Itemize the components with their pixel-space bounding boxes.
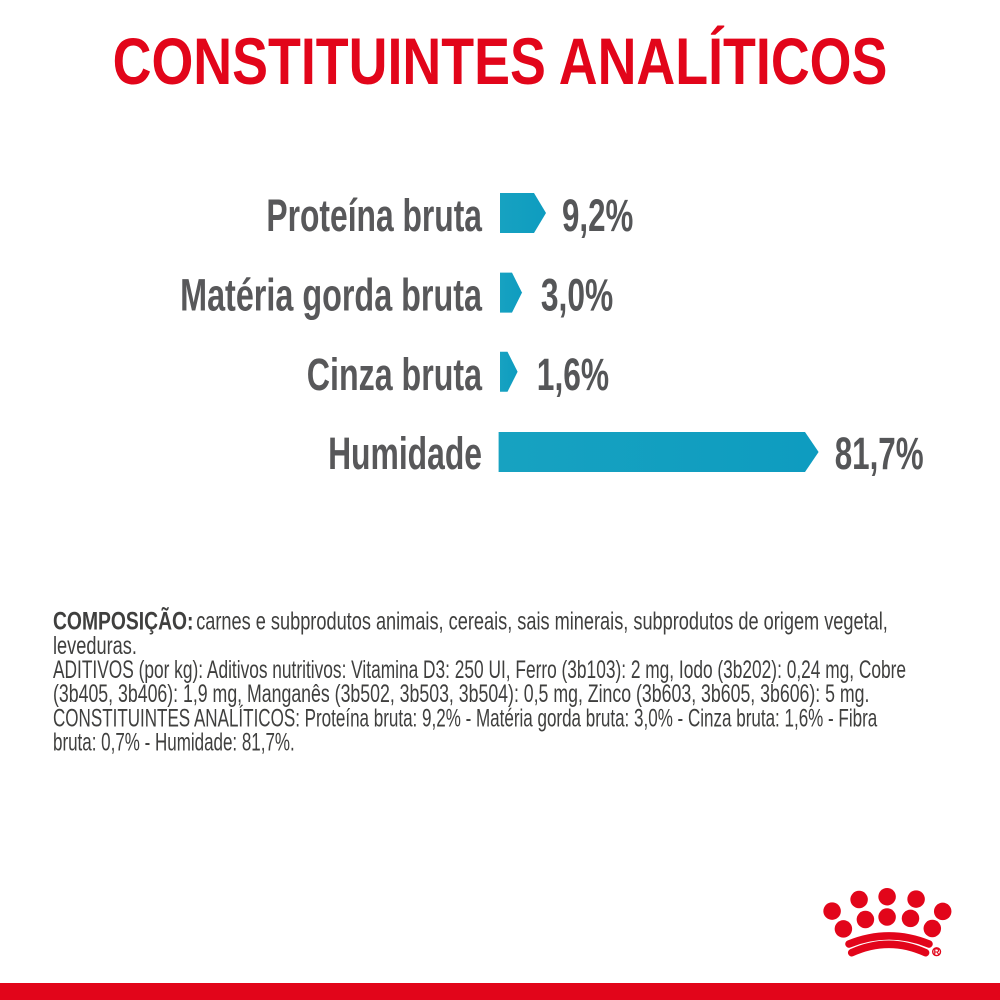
svg-text:ADITIVOS (por kg): Aditivos nu: ADITIVOS (por kg): Aditivos nutritivos: … [53, 656, 906, 684]
svg-text:CONSTITUINTES ANALÍTICOS: Prot: CONSTITUINTES ANALÍTICOS: Proteína bruta… [53, 703, 877, 732]
svg-text:CONSTITUINTES ANALÍTICOS: CONSTITUINTES ANALÍTICOS [113, 24, 888, 99]
svg-text:R: R [934, 948, 940, 957]
svg-text:9,2%: 9,2% [562, 192, 633, 242]
svg-text:carnes e subprodutos animais,: carnes e subprodutos animais, cereais, s… [196, 607, 888, 636]
svg-text:(3b405, 3b406): 1,9 mg, Mangan: (3b405, 3b406): 1,9 mg, Manganês (3b502,… [53, 679, 869, 708]
svg-text:bruta: 0,7% - Humidade: 81,7%.: bruta: 0,7% - Humidade: 81,7%. [53, 728, 295, 756]
svg-text:81,7%: 81,7% [835, 430, 924, 480]
svg-text:Cinza bruta: Cinza bruta [307, 351, 482, 400]
svg-text:leveduras.: leveduras. [53, 631, 137, 660]
svg-text:3,0%: 3,0% [541, 271, 613, 321]
svg-text:1,6%: 1,6% [537, 351, 609, 401]
svg-text:Matéria gorda bruta: Matéria gorda bruta [180, 272, 483, 321]
svg-text:Proteína bruta: Proteína bruta [266, 192, 482, 242]
svg-text:Humidade: Humidade [328, 430, 482, 480]
svg-text:COMPOSIÇÃO:: COMPOSIÇÃO: [53, 607, 193, 635]
